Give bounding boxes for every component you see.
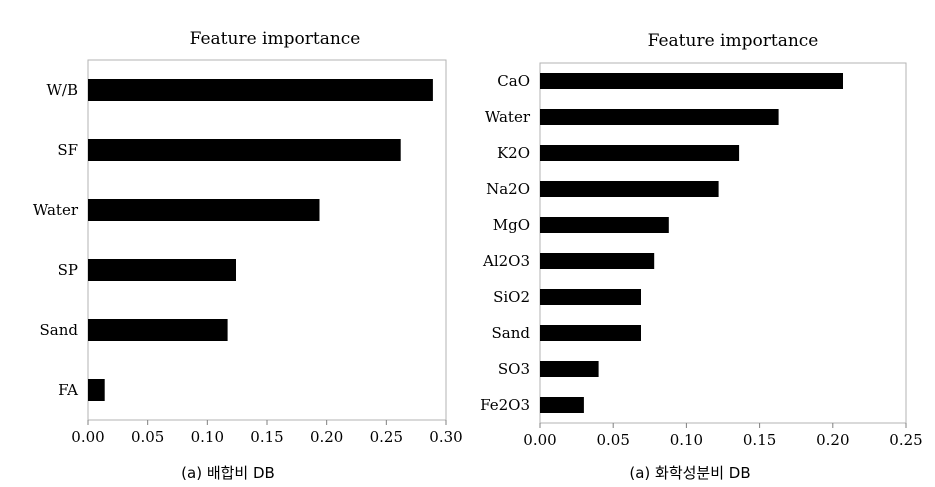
y-tick-label: Na2O xyxy=(486,180,530,198)
plot-frame xyxy=(539,62,907,424)
bar xyxy=(88,139,401,161)
plot-area: CaO Water K2O Na2O MgO Al2O3 SiO2 Sand SO3 Fe2O3 0… xyxy=(480,72,923,449)
plot-frame xyxy=(87,59,447,421)
x-tick-label: 0.00 xyxy=(71,428,104,446)
bar xyxy=(540,253,655,269)
y-tick-label: SO3 xyxy=(498,360,530,378)
bar xyxy=(88,319,228,341)
y-tick-label: Sand xyxy=(40,321,79,339)
bar xyxy=(540,109,779,125)
bar xyxy=(540,181,719,197)
x-tick-label: 0.20 xyxy=(816,431,849,449)
y-tick-label: Fe2O3 xyxy=(480,396,530,414)
x-tick-label: 0.10 xyxy=(670,431,703,449)
chart-title: Feature importance xyxy=(648,31,819,51)
y-tick-label: CaO xyxy=(497,72,530,90)
chart-caption: (a) 배합비 DB xyxy=(181,464,275,482)
x-tick-label: 0.10 xyxy=(191,428,224,446)
y-tick-label: Water xyxy=(485,108,531,126)
plot-area: W/B SF Water SP Sand FA 0.00 0.05 0.10 0.15 0.20 0.… xyxy=(33,79,463,446)
x-tick-label: 0.20 xyxy=(310,428,343,446)
bar xyxy=(540,361,599,377)
bar xyxy=(540,217,669,233)
y-tick-label: SiO2 xyxy=(493,288,530,306)
y-tick-label: Sand xyxy=(492,324,531,342)
chart-caption: (a) 화학성분비 DB xyxy=(629,464,750,482)
bar xyxy=(540,145,740,161)
x-tick-label: 0.15 xyxy=(250,428,283,446)
x-tick-label: 0.25 xyxy=(370,428,403,446)
bar xyxy=(540,73,843,89)
chart-chemical-composition: Feature importance CaO Water K2O Na2O MgO Al2… xyxy=(480,31,923,482)
bar xyxy=(540,325,641,341)
y-tick-label: SF xyxy=(57,141,78,159)
y-tick-label: Al2O3 xyxy=(482,252,530,270)
chart-mix-ratio: Feature importance W/B SF Water SP Sand FA 0.0… xyxy=(33,29,463,482)
bar xyxy=(88,379,105,401)
bar xyxy=(88,79,433,101)
x-tick-label: 0.30 xyxy=(429,428,462,446)
x-tick-label: 0.15 xyxy=(743,431,776,449)
chart-title: Feature importance xyxy=(190,29,361,49)
x-tick-label: 0.05 xyxy=(131,428,164,446)
y-tick-label: MgO xyxy=(493,216,530,234)
bar xyxy=(88,199,320,221)
y-tick-label: W/B xyxy=(47,81,79,99)
bar xyxy=(88,259,236,281)
x-tick-label: 0.25 xyxy=(889,431,922,449)
bar xyxy=(540,289,641,305)
y-tick-label: FA xyxy=(58,381,78,399)
y-tick-label: Water xyxy=(33,201,79,219)
y-tick-label: K2O xyxy=(497,144,530,162)
y-tick-label: SP xyxy=(58,261,78,279)
x-tick-label: 0.00 xyxy=(523,431,556,449)
bar xyxy=(540,397,584,413)
x-tick-label: 0.05 xyxy=(596,431,629,449)
